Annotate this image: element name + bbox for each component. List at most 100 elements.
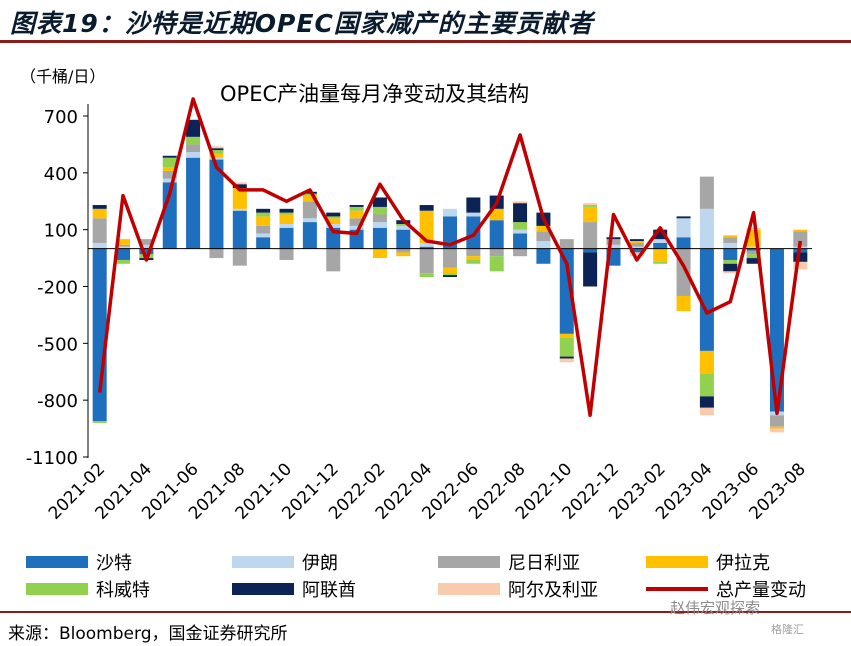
bar-5-25 <box>676 216 691 219</box>
bar-5-8 <box>279 208 294 213</box>
bar-5-10 <box>326 212 341 217</box>
bar-1-28 <box>746 246 761 249</box>
bar-5-7 <box>256 208 271 213</box>
bar-2-18 <box>513 248 528 257</box>
bar-3-9 <box>302 195 317 202</box>
bar-1-1 <box>116 246 131 249</box>
legend-swatch <box>438 556 500 568</box>
bar-4-8 <box>279 212 294 215</box>
bar-3-23 <box>629 241 644 243</box>
bar-4-20 <box>559 337 574 357</box>
bar-0-9 <box>302 222 317 249</box>
bar-3-24 <box>653 248 668 262</box>
bar-4-1 <box>116 259 131 264</box>
bar-0-7 <box>256 237 271 249</box>
bar-2-22 <box>606 239 621 245</box>
bar-5-20 <box>559 356 574 359</box>
figure-title: 图表19：沙特是近期OPEC国家减产的主要贡献者 <box>10 9 594 38</box>
bar-0-24 <box>653 242 668 249</box>
bar-2-11 <box>349 218 364 226</box>
bar-4-27 <box>723 259 738 264</box>
bar-4-14 <box>419 273 434 278</box>
bar-5-30 <box>793 252 808 262</box>
bar-5-16 <box>466 197 481 213</box>
y-tick-label: 400 <box>44 164 78 185</box>
bar-6-6 <box>232 182 247 185</box>
bar-0-25 <box>676 237 691 249</box>
bar-0-12 <box>372 227 387 249</box>
bar-1-12 <box>372 222 387 228</box>
series-line-total <box>97 97 803 418</box>
bar-3-29 <box>769 426 784 429</box>
bar-5-26 <box>699 396 714 408</box>
legend-swatch <box>26 556 88 568</box>
bar-0-19 <box>536 248 551 264</box>
bar-5-15 <box>442 275 458 278</box>
bar-4-10 <box>326 216 341 219</box>
bar-5-12 <box>372 197 387 207</box>
y-unit-label: （千桶/日） <box>20 67 105 86</box>
bar-4-12 <box>372 206 387 215</box>
bar-6-21 <box>583 203 598 206</box>
bar-1-6 <box>232 208 247 211</box>
bar-3-13 <box>396 252 411 257</box>
bar-3-3 <box>162 167 177 171</box>
bar-1-25 <box>676 218 691 238</box>
bar-6-27 <box>723 271 738 274</box>
bar-5-5 <box>209 148 224 151</box>
bar-3-17 <box>489 208 504 221</box>
legend-label: 科威特 <box>96 580 150 601</box>
chart-title: OPEC产油量每月净变动及其结构 <box>220 82 529 106</box>
y-tick-label: -500 <box>37 334 78 355</box>
bar-0-17 <box>489 220 504 249</box>
bar-4-18 <box>513 222 528 230</box>
bar-1-7 <box>256 233 271 238</box>
bar-0-23 <box>629 248 644 253</box>
bar-5-23 <box>629 239 644 242</box>
bar-2-9 <box>302 201 317 219</box>
bar-1-13 <box>396 225 411 230</box>
bar-4-3 <box>162 157 177 168</box>
bar-2-15 <box>442 248 458 268</box>
bar-3-1 <box>116 239 131 245</box>
bar-3-6 <box>232 187 247 209</box>
bar-3-25 <box>676 295 691 312</box>
bar-2-27 <box>723 237 738 243</box>
bar-0-14 <box>419 246 434 249</box>
watermark: 赵伟宏观探索 <box>670 599 761 617</box>
bar-5-11 <box>349 205 364 207</box>
bar-0-0 <box>92 248 107 422</box>
bar-4-17 <box>489 256 504 272</box>
y-ticks: 700 400 100 -200 -500 -800 -1100 <box>26 107 88 469</box>
bar-2-10 <box>326 248 341 272</box>
bar-2-29 <box>769 415 784 427</box>
bar-0-4 <box>186 157 201 249</box>
source-rule <box>0 611 851 613</box>
bar-6-30 <box>793 261 808 270</box>
bar-5-14 <box>419 205 434 211</box>
bar-0-8 <box>279 227 294 249</box>
legend-label: 伊拉克 <box>716 553 770 574</box>
bar-1-0 <box>92 242 107 249</box>
legend-swatch <box>232 556 294 568</box>
bars <box>92 119 808 433</box>
bar-3-27 <box>723 235 738 238</box>
bar-6-5 <box>209 146 224 149</box>
bar-4-11 <box>349 206 364 211</box>
bar-1-2 <box>139 244 154 249</box>
bar-0-21 <box>583 248 598 253</box>
bar-2-26 <box>699 176 714 209</box>
bar-3-0 <box>92 208 107 219</box>
bar-1-4 <box>186 151 201 158</box>
bar-2-8 <box>279 248 294 260</box>
legend-swatch <box>646 556 708 568</box>
bar-4-5 <box>209 150 224 154</box>
source-note: 来源：Bloomberg，国金证券研究所 <box>8 624 288 644</box>
bar-0-13 <box>396 229 411 249</box>
bar-2-4 <box>186 144 201 152</box>
bar-6-29 <box>769 428 784 433</box>
bar-5-0 <box>92 205 107 209</box>
bar-4-7 <box>256 212 271 217</box>
bar-5-24 <box>653 229 668 240</box>
